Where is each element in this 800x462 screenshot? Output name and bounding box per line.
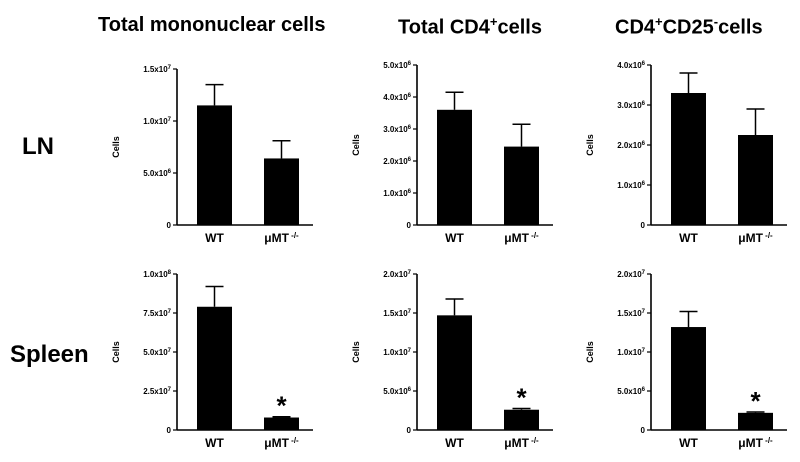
bar-μmt	[264, 417, 299, 430]
column-title-tail: cells	[497, 16, 542, 39]
y-tick-label: 1.0x107	[143, 117, 171, 126]
x-category-label: μMT -/-	[264, 231, 299, 246]
y-tick-label: 1.0x106	[617, 181, 645, 190]
column-title-sup2: -	[713, 14, 719, 29]
bar-μmt	[504, 409, 539, 430]
y-tick-label: 5.0x106	[617, 387, 645, 396]
y-axis-label: Cells	[111, 136, 121, 158]
column-title-tail: cells	[718, 16, 763, 39]
y-tick-label: 5.0x106	[383, 387, 411, 396]
significance-asterisk: *	[516, 383, 527, 413]
y-tick-label: 3.0x106	[617, 101, 645, 110]
y-tick-label: 2.5x107	[143, 387, 171, 396]
bar-wt	[197, 306, 232, 430]
y-axis-label: Cells	[585, 134, 595, 156]
bar-μmt	[738, 135, 773, 225]
column-title-cd4-cd25: CD4+CD25-cells	[615, 14, 763, 40]
column-title-sup: +	[655, 14, 663, 29]
column-title-text: Total CD4	[398, 16, 490, 39]
x-category-label: WT	[679, 436, 698, 450]
x-category-label: μMT -/-	[504, 436, 539, 451]
bar-chart-panel-6: 0 5.0x106 1.0x107 1.5x107 2.0x107 Cells WT μMT …	[585, 270, 787, 450]
y-axis-label: Cells	[351, 341, 361, 363]
bar-wt	[671, 327, 706, 430]
y-tick-label: 7.5x107	[143, 309, 171, 318]
y-axis-label: Cells	[585, 341, 595, 363]
bar-μmt	[738, 412, 773, 430]
bar-wt	[197, 105, 232, 225]
y-tick-label: 0	[407, 426, 412, 435]
bar-chart-panel-4: 0 2.5x107 5.0x107 7.5x107 1.0x108 Cells WT μMT …	[111, 270, 313, 450]
y-tick-label: 2.0x107	[383, 270, 411, 279]
y-tick-label: 5.0x107	[143, 348, 171, 357]
column-title-sup: +	[489, 14, 498, 29]
column-title-mid: CD25	[662, 16, 714, 39]
y-tick-label: 3.0x106	[383, 125, 411, 134]
x-category-label: WT	[445, 231, 464, 245]
y-tick-label: 1.5x107	[383, 309, 411, 318]
column-title-text: Total mononuclear cells	[98, 14, 326, 36]
y-tick-label: 2.0x107	[617, 270, 645, 279]
y-tick-label: 1.5x107	[143, 65, 171, 74]
bar-chart-panel-1: 0 5.0x106 1.0x107 1.5x107 Cells WT μMT -/-	[111, 65, 313, 245]
bar-μmt	[264, 158, 299, 225]
x-category-label: WT	[445, 436, 464, 450]
significance-asterisk: *	[750, 386, 761, 416]
column-title-total-cd4: Total CD4+cells	[398, 14, 542, 40]
x-category-label: μMT -/-	[738, 231, 773, 246]
y-tick-label: 5.0x106	[143, 169, 171, 178]
y-tick-label: 4.0x106	[383, 93, 411, 102]
bar-chart-panel-5: 0 5.0x106 1.0x107 1.5x107 2.0x107 Cells WT μMT …	[351, 270, 553, 450]
x-category-label: μMT -/-	[264, 436, 299, 451]
y-tick-label: 0	[167, 426, 172, 435]
column-title-total-mononuclear: Total mononuclear cells	[98, 14, 325, 37]
y-tick-label: 2.0x106	[383, 157, 411, 166]
y-tick-label: 1.5x107	[617, 309, 645, 318]
bar-μmt	[504, 146, 539, 225]
y-tick-label: 0	[641, 221, 646, 230]
bar-chart-panel-3: 0 1.0x106 2.0x106 3.0x106 4.0x106 Cells WT μMT …	[585, 61, 787, 245]
row-label-spleen: Spleen	[10, 341, 89, 368]
y-axis-label: Cells	[111, 341, 121, 363]
bar-wt	[437, 315, 472, 430]
significance-asterisk: *	[276, 391, 287, 421]
x-category-label: WT	[679, 231, 698, 245]
y-tick-label: 0	[407, 221, 412, 230]
x-category-label: WT	[205, 436, 224, 450]
y-axis-label: Cells	[351, 134, 361, 156]
y-tick-label: 1.0x106	[383, 189, 411, 198]
x-category-label: WT	[205, 231, 224, 245]
column-title-text: CD4	[615, 16, 656, 39]
y-tick-label: 2.0x106	[617, 141, 645, 150]
x-category-label: μMT -/-	[738, 436, 773, 451]
bar-chart-panel-2: 0 1.0x106 2.0x106 3.0x106 4.0x106 5.0x106 Cell…	[351, 61, 553, 245]
y-tick-label: 1.0x107	[617, 348, 645, 357]
x-category-label: μMT -/-	[504, 231, 539, 246]
y-tick-label: 1.0x108	[143, 270, 171, 279]
y-tick-label: 0	[641, 426, 646, 435]
bar-wt	[671, 93, 706, 225]
y-tick-label: 5.0x106	[383, 61, 411, 70]
y-tick-label: 0	[167, 221, 172, 230]
y-tick-label: 1.0x107	[383, 348, 411, 357]
row-label-ln: LN	[22, 133, 54, 160]
y-tick-label: 4.0x106	[617, 61, 645, 70]
bar-wt	[437, 109, 472, 225]
